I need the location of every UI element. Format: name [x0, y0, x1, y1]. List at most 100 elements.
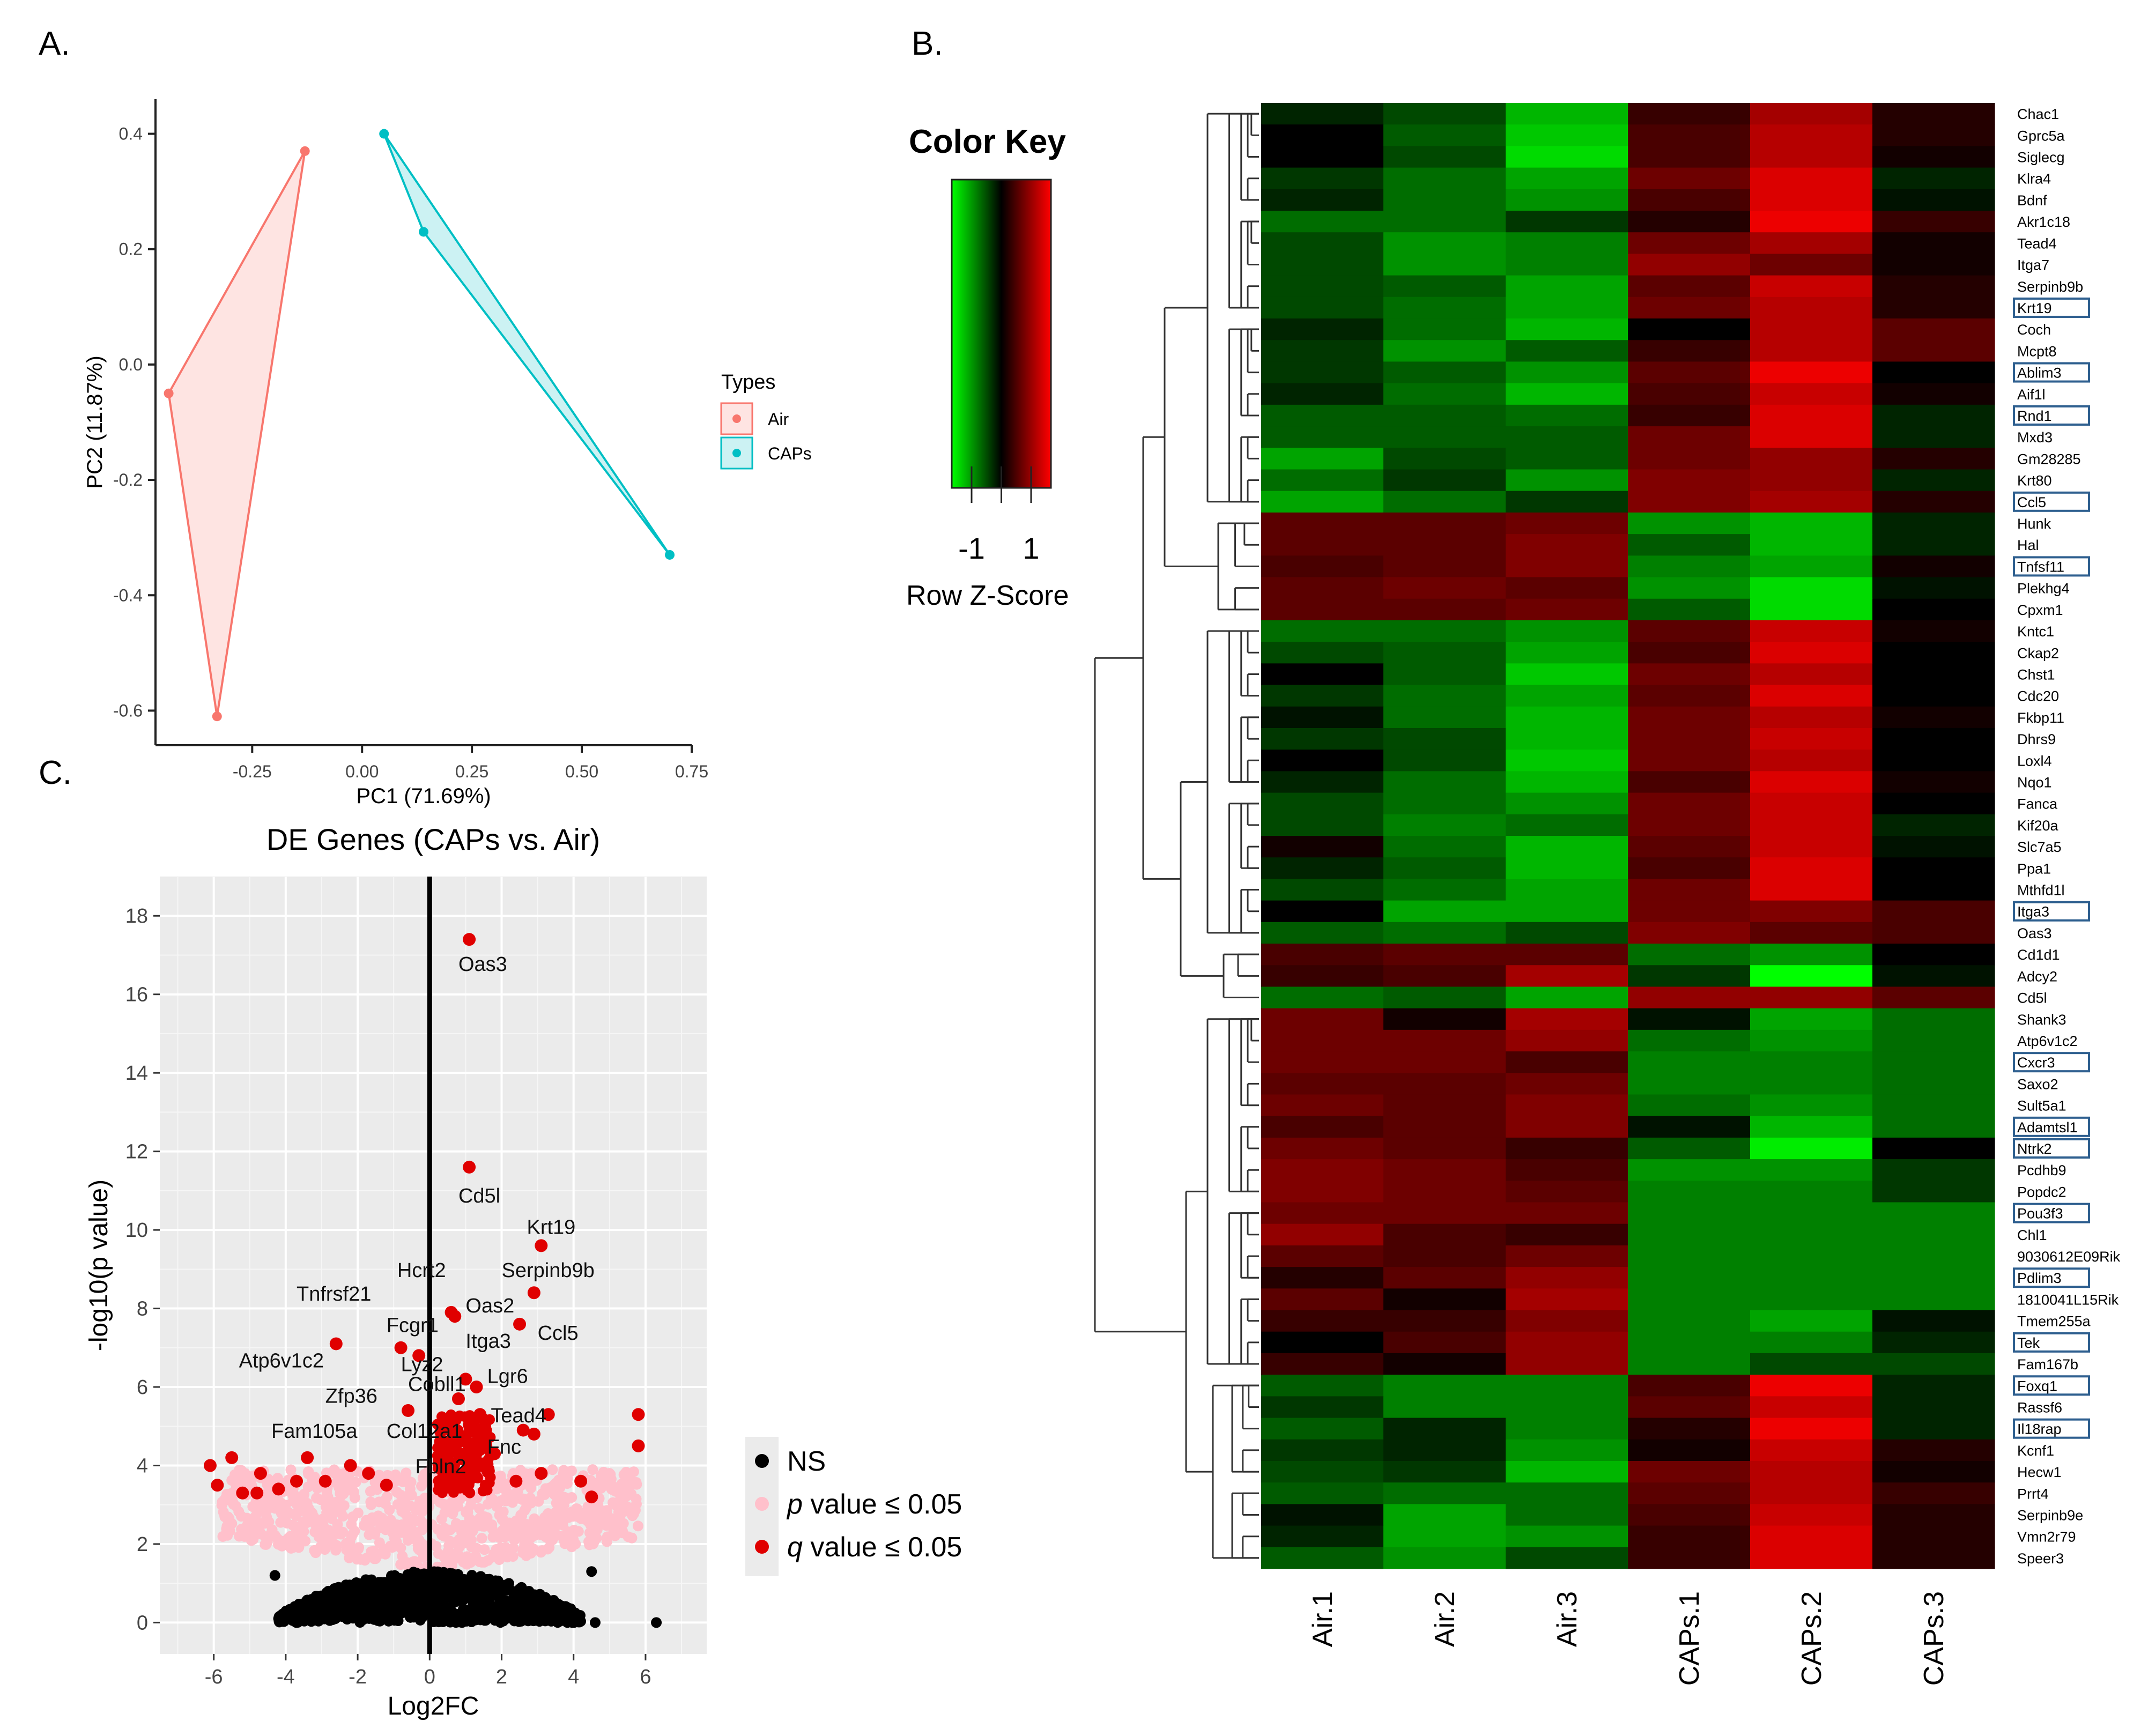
- point-pval: [262, 1493, 273, 1504]
- point-pval: [611, 1500, 623, 1511]
- point-pval: [487, 1494, 499, 1505]
- y-tick-label: 10: [125, 1219, 148, 1242]
- heatmap-cell: [1506, 1202, 1628, 1225]
- heatmap-cell: [1750, 685, 1873, 707]
- point-ns: [375, 1577, 387, 1588]
- row-label: Il18rap: [2017, 1421, 2062, 1437]
- heatmap-cell: [1261, 296, 1384, 319]
- heatmap-cell: [1383, 771, 1506, 793]
- heatmap-cell: [1383, 254, 1506, 276]
- heatmap-cell: [1872, 1525, 1995, 1548]
- heatmap-cell: [1383, 879, 1506, 901]
- heatmap-cell: [1750, 512, 1873, 535]
- heatmap-cell: [1872, 1504, 1995, 1526]
- heatmap-cell: [1628, 1073, 1751, 1095]
- heatmap-cell: [1261, 577, 1384, 599]
- heatmap-cell: [1628, 254, 1751, 276]
- point-pval: [269, 1530, 280, 1541]
- y-tick-label: 2: [137, 1533, 148, 1556]
- heatmap-cell: [1261, 965, 1384, 988]
- heatmap-cell: [1750, 534, 1873, 556]
- highlight-box: [2013, 362, 2090, 383]
- heatmap-cell: [1506, 1375, 1628, 1397]
- heatmap-cell: [1628, 922, 1751, 944]
- point-pval: [516, 1510, 528, 1522]
- point-pval: [332, 1502, 343, 1513]
- heatmap-cell: [1872, 1245, 1995, 1267]
- point-pval: [374, 1470, 385, 1481]
- row-label: Prrt4: [2017, 1486, 2049, 1502]
- heatmap-cell: [1872, 857, 1995, 880]
- heatmap-cell: [1383, 232, 1506, 255]
- point-ns: [522, 1614, 533, 1626]
- legend-dot-ns: [755, 1454, 769, 1468]
- point-pval: [547, 1464, 558, 1475]
- heatmap-cell: [1750, 1181, 1873, 1203]
- point-pval: [431, 1541, 442, 1552]
- heatmap-cell: [1872, 879, 1995, 901]
- column-label: CAPs.1: [1674, 1591, 1705, 1686]
- point-ns: [523, 1606, 534, 1617]
- heatmap-cell: [1383, 1267, 1506, 1289]
- heatmap-cell: [1628, 512, 1751, 535]
- point-qval: [480, 1421, 492, 1432]
- point-pval: [495, 1532, 507, 1543]
- heatmap-cell: [1628, 1094, 1751, 1117]
- gene-label: Lgr6: [487, 1366, 528, 1388]
- point-ns: [454, 1574, 465, 1585]
- row-label: Tmem255a: [2017, 1314, 2091, 1330]
- heatmap-cell: [1750, 254, 1873, 276]
- point-qval: [446, 1409, 457, 1420]
- point-ns: [480, 1615, 491, 1626]
- heatmap-cell: [1261, 1202, 1384, 1225]
- heatmap-cell: [1872, 1073, 1995, 1095]
- heatmap-cell: [1628, 189, 1751, 211]
- point-pval: [361, 1515, 372, 1526]
- point-pval: [451, 1548, 462, 1559]
- heatmap-cell: [1506, 1331, 1628, 1354]
- heatmap-cell: [1383, 1353, 1506, 1375]
- highlight-box: [2013, 1203, 2090, 1223]
- point-pval: [441, 1554, 452, 1566]
- heatmap-cell: [1872, 1029, 1995, 1052]
- point-pval: [476, 1533, 487, 1544]
- heatmap-cell: [1872, 1008, 1995, 1030]
- row-label: Gprc5a: [2017, 128, 2065, 144]
- heatmap-cell: [1872, 211, 1995, 233]
- heatmap-cell: [1383, 1008, 1506, 1030]
- row-label: Kcnf1: [2017, 1443, 2054, 1459]
- x-tick-label: 0.50: [565, 762, 598, 781]
- x-axis-label: Log2FC: [388, 1692, 479, 1720]
- highlight-box: [2013, 556, 2090, 577]
- point-pval: [413, 1534, 425, 1546]
- heatmap-cell: [1383, 404, 1506, 427]
- point-pval: [285, 1464, 297, 1475]
- point-ns: [369, 1592, 380, 1604]
- heatmap-cell: [1506, 1547, 1628, 1569]
- heatmap-cell: [1750, 124, 1873, 147]
- heatmap-cell: [1261, 103, 1384, 125]
- heatmap-cell: [1872, 469, 1995, 492]
- heatmap-cell: [1872, 1310, 1995, 1332]
- heatmap-cell: [1383, 1288, 1506, 1311]
- y-tick-label: -0.2: [113, 470, 143, 489]
- gene-label: Zfp36: [325, 1385, 377, 1407]
- row-label: Rnd1: [2017, 408, 2052, 424]
- heatmap-cell: [1261, 1094, 1384, 1117]
- point-ns: [418, 1568, 429, 1579]
- x-tick-label: 4: [568, 1666, 579, 1688]
- point-pval: [263, 1516, 275, 1527]
- heatmap-cell: [1383, 1094, 1506, 1117]
- point-pval: [220, 1492, 232, 1503]
- point-air: [164, 388, 174, 398]
- point-ns: [488, 1613, 500, 1624]
- point-qval: [585, 1490, 598, 1504]
- heatmap-cell: [1628, 491, 1751, 513]
- point-qval: [329, 1337, 343, 1351]
- heatmap-cell: [1383, 1137, 1506, 1160]
- point-pval: [487, 1552, 499, 1563]
- heatmap-cell: [1383, 1073, 1506, 1095]
- heatmap-cell: [1383, 555, 1506, 578]
- heatmap-cell: [1506, 1073, 1628, 1095]
- heatmap-cell: [1261, 771, 1384, 793]
